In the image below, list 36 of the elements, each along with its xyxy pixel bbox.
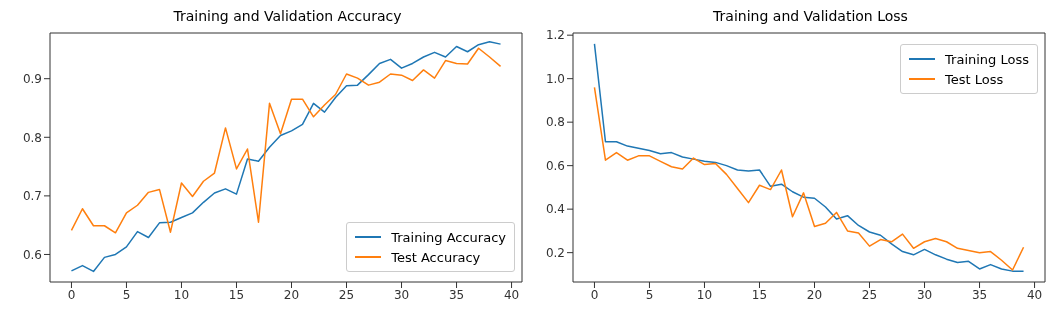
y-tick-label: 0.9 <box>22 71 42 86</box>
x-tick-label: 10 <box>173 287 190 302</box>
x-tick-label: 30 <box>916 287 933 302</box>
x-tick-label: 15 <box>751 287 768 302</box>
y-tick-label: 0.6 <box>545 158 565 173</box>
x-tick-label: 5 <box>122 287 131 302</box>
x-tick-label: 40 <box>503 287 520 302</box>
y-tick-label: 0.7 <box>22 189 42 204</box>
x-tick-label: 10 <box>696 287 713 302</box>
y-tick-label: 0.2 <box>545 245 565 260</box>
x-tick-label: 15 <box>228 287 245 302</box>
line-series <box>593 86 1025 271</box>
x-tick-label: 35 <box>448 287 465 302</box>
y-tick-label: 1.0 <box>545 71 565 86</box>
line-series <box>70 47 502 234</box>
y-tick-label: 0.8 <box>545 115 565 130</box>
y-tick-label: 0.4 <box>545 202 565 217</box>
x-tick-label: 25 <box>338 287 355 302</box>
legend-label: Test Accuracy <box>391 249 481 265</box>
x-tick-label: 35 <box>971 287 988 302</box>
x-tick-label: 40 <box>1026 287 1043 302</box>
x-tick-label: 30 <box>393 287 410 302</box>
legend-label: Test Loss <box>945 71 1004 87</box>
x-tick-label: 0 <box>590 287 599 302</box>
x-tick-label: 25 <box>861 287 878 302</box>
x-tick-label: 20 <box>806 287 823 302</box>
chart-title: Training and Validation Loss <box>712 8 909 26</box>
chart-title: Training and Validation Accuracy <box>172 8 403 26</box>
x-tick-label: 5 <box>645 287 654 302</box>
y-tick-label: 1.2 <box>545 28 565 43</box>
legend-label: Training Loss <box>945 51 1029 67</box>
x-tick-label: 20 <box>283 287 300 302</box>
y-tick-label: 0.6 <box>22 247 42 262</box>
y-tick-label: 0.8 <box>22 130 42 145</box>
legend-label: Training Accuracy <box>391 229 506 245</box>
x-tick-label: 0 <box>67 287 76 302</box>
